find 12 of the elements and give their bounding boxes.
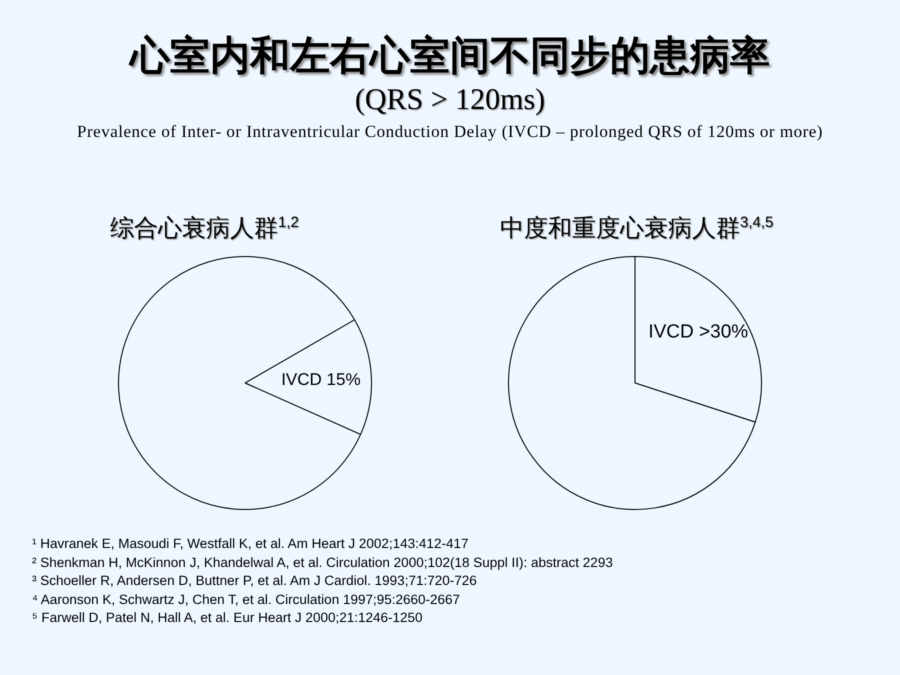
text: ¹ Havranek E, Masoudi F, Westfall K, et al. Am Heart J 2002;143:412-417	[32, 535, 470, 553]
text: 心室内和左右心室间不同步的患病率	[128, 32, 771, 81]
text: ⁵ Farwell D, Patel N, Hall A, et al. Eur Heart J 2000;21:1246-1250	[32, 609, 424, 627]
text: ⁴ Aaronson K, Schwartz J, Chen T, et al. Circulation 1997;95:2660-2667	[32, 590, 462, 608]
text: (QRS > 120ms)	[354, 83, 546, 117]
text: ² Shenkman H, McKinnon J, Khandelwal A, et al. Circulation 2000;102(18 Suppl II): abstract 2293	[32, 554, 613, 572]
text: ³ Schoeller R, Andersen D, Buttner P, et al. Am J Cardiol. 1993;71:720-726	[32, 572, 478, 590]
chart-title: 中度和重度心衰病人群$^{3,4,5}$	[500, 213, 774, 244]
text: Prevalence of Inter- or Intraventricular Conduction Delay (IVCD – prolonged QRS of 120ms or more)	[76, 121, 824, 143]
slice-label: IVCD 15%	[281, 370, 361, 390]
slice-label: IVCD >30%	[648, 322, 748, 343]
chart-title: 综合心衰病人群$^{1,2}$	[110, 213, 300, 244]
